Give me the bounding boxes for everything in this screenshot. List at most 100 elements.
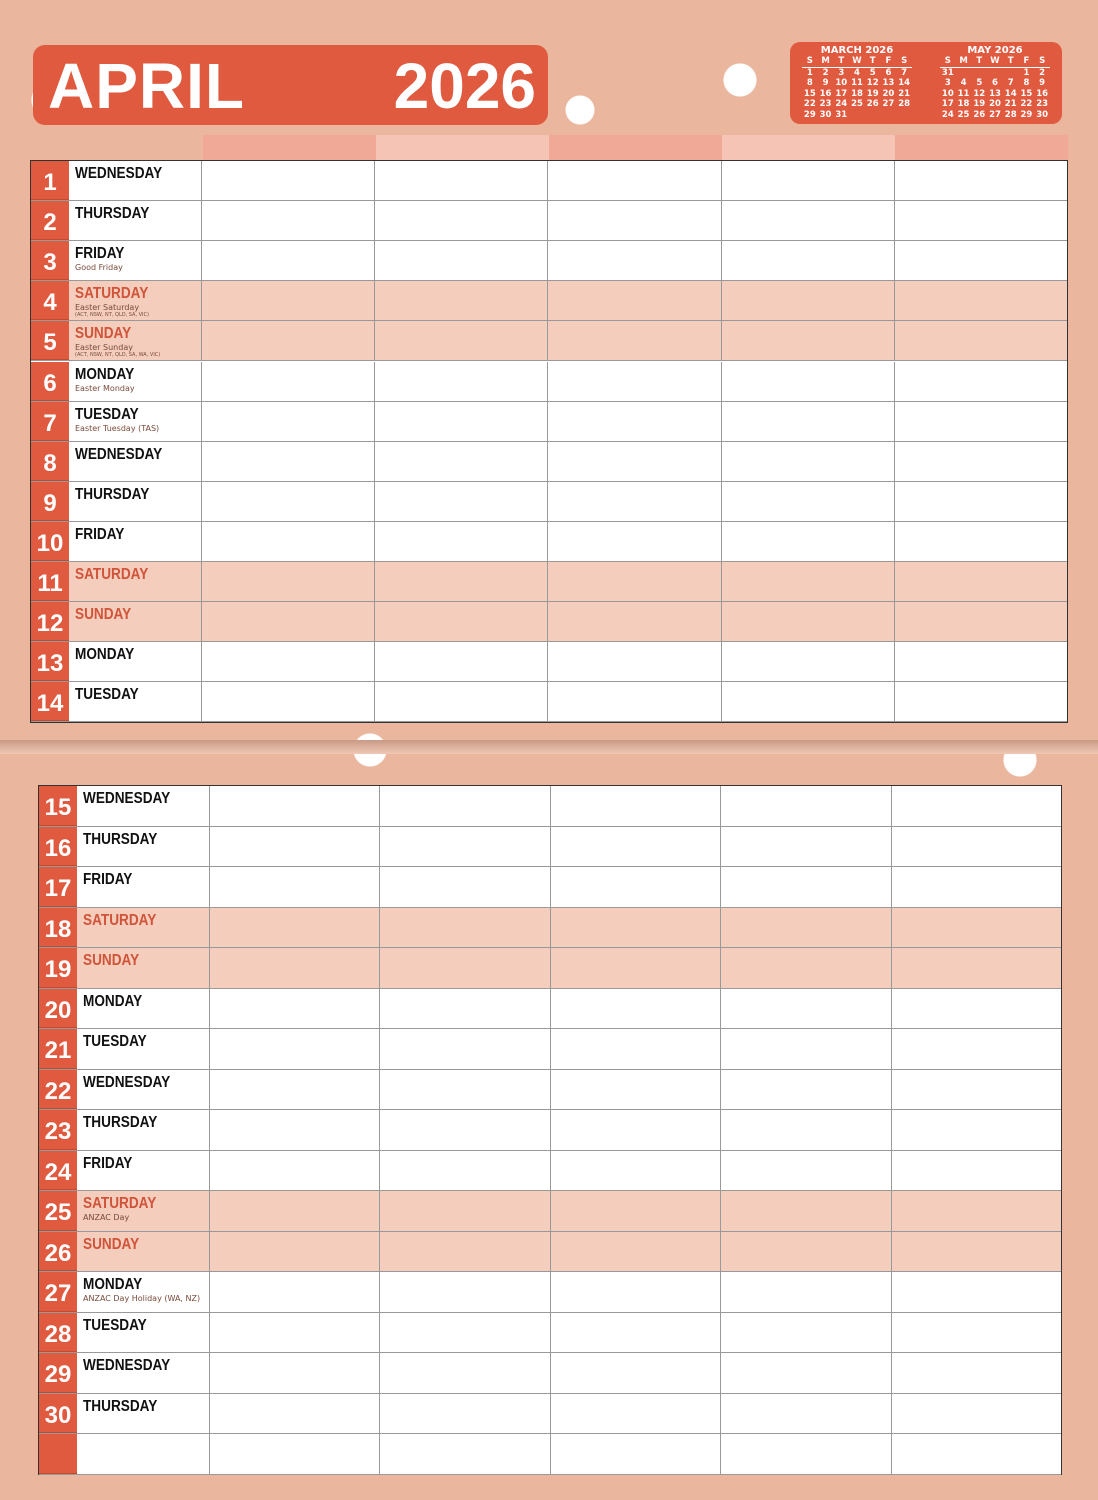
entry-cell[interactable]	[548, 602, 722, 642]
entry-cell[interactable]	[895, 602, 1067, 641]
entry-cell[interactable]	[892, 1110, 1061, 1150]
entry-cell[interactable]	[721, 1272, 892, 1312]
entry-cell[interactable]	[721, 907, 892, 947]
entry-cell[interactable]	[722, 201, 895, 241]
entry-cell[interactable]	[210, 1353, 381, 1393]
entry-cell[interactable]	[548, 281, 722, 321]
entry-cell[interactable]	[895, 642, 1067, 681]
entry-cell[interactable]	[551, 1353, 722, 1393]
entry-cell[interactable]	[721, 1110, 892, 1150]
entry-cell[interactable]	[721, 1312, 892, 1352]
entry-cell[interactable]	[210, 867, 381, 907]
entry-cell[interactable]	[380, 867, 551, 907]
entry-cell[interactable]	[210, 1110, 381, 1150]
entry-cell[interactable]	[722, 481, 895, 521]
entry-cell[interactable]	[202, 562, 376, 602]
entry-cell[interactable]	[380, 1191, 551, 1231]
entry-cell[interactable]	[210, 1069, 381, 1109]
entry-cell[interactable]	[722, 321, 895, 361]
entry-cell[interactable]	[202, 602, 376, 642]
entry-cell[interactable]	[892, 948, 1061, 988]
entry-cell[interactable]	[721, 1353, 892, 1393]
entry-cell[interactable]	[548, 441, 722, 481]
entry-cell[interactable]	[380, 1069, 551, 1109]
entry-cell[interactable]	[895, 442, 1067, 481]
entry-cell[interactable]	[548, 562, 722, 602]
entry-cell[interactable]	[210, 1191, 381, 1231]
entry-cell[interactable]	[202, 281, 376, 321]
entry-cell[interactable]	[722, 642, 895, 682]
entry-cell[interactable]	[210, 1231, 381, 1271]
entry-cell[interactable]	[375, 602, 549, 642]
entry-cell[interactable]	[375, 562, 549, 602]
entry-cell[interactable]	[202, 441, 376, 481]
entry-cell[interactable]	[202, 642, 376, 682]
entry-cell[interactable]	[551, 1069, 722, 1109]
entry-cell[interactable]	[210, 1393, 381, 1433]
entry-cell[interactable]	[551, 988, 722, 1028]
entry-cell[interactable]	[551, 826, 722, 866]
entry-cell[interactable]	[551, 1110, 722, 1150]
entry-cell[interactable]	[551, 867, 722, 907]
entry-cell[interactable]	[202, 521, 376, 561]
entry-cell[interactable]	[722, 161, 895, 201]
entry-cell[interactable]	[202, 682, 376, 722]
entry-cell[interactable]	[551, 1312, 722, 1352]
entry-cell[interactable]	[210, 948, 381, 988]
entry-cell[interactable]	[380, 907, 551, 947]
entry-cell[interactable]	[202, 161, 376, 201]
entry-cell[interactable]	[375, 481, 549, 521]
entry-cell[interactable]	[380, 1231, 551, 1271]
entry-cell[interactable]	[722, 241, 895, 281]
entry-cell[interactable]	[722, 602, 895, 642]
entry-cell[interactable]	[892, 1272, 1061, 1312]
entry-cell[interactable]	[892, 1151, 1061, 1191]
entry-cell[interactable]	[551, 948, 722, 988]
entry-cell[interactable]	[375, 201, 549, 241]
entry-cell[interactable]	[895, 362, 1067, 401]
entry-cell[interactable]	[380, 786, 551, 826]
entry-cell[interactable]	[721, 867, 892, 907]
entry-cell[interactable]	[210, 826, 381, 866]
entry-cell[interactable]	[721, 826, 892, 866]
entry-cell[interactable]	[210, 1434, 381, 1474]
entry-cell[interactable]	[548, 321, 722, 361]
entry-cell[interactable]	[722, 361, 895, 401]
entry-cell[interactable]	[375, 521, 549, 561]
entry-cell[interactable]	[375, 241, 549, 281]
entry-cell[interactable]	[892, 1394, 1061, 1434]
entry-cell[interactable]	[210, 1312, 381, 1352]
entry-cell[interactable]	[551, 1150, 722, 1190]
entry-cell[interactable]	[380, 1312, 551, 1352]
entry-cell[interactable]	[551, 1434, 722, 1474]
entry-cell[interactable]	[375, 642, 549, 682]
entry-cell[interactable]	[892, 1029, 1061, 1069]
entry-cell[interactable]	[892, 989, 1061, 1029]
entry-cell[interactable]	[210, 988, 381, 1028]
entry-cell[interactable]	[892, 1353, 1061, 1393]
entry-cell[interactable]	[892, 1313, 1061, 1353]
entry-cell[interactable]	[202, 241, 376, 281]
entry-cell[interactable]	[895, 482, 1067, 521]
entry-cell[interactable]	[375, 441, 549, 481]
entry-cell[interactable]	[548, 682, 722, 722]
entry-cell[interactable]	[548, 361, 722, 401]
entry-cell[interactable]	[202, 321, 376, 361]
entry-cell[interactable]	[892, 867, 1061, 907]
entry-cell[interactable]	[892, 1191, 1061, 1231]
entry-cell[interactable]	[380, 988, 551, 1028]
entry-cell[interactable]	[210, 1150, 381, 1190]
entry-cell[interactable]	[722, 441, 895, 481]
entry-cell[interactable]	[895, 562, 1067, 601]
entry-cell[interactable]	[551, 786, 722, 826]
entry-cell[interactable]	[210, 907, 381, 947]
entry-cell[interactable]	[721, 948, 892, 988]
entry-cell[interactable]	[721, 786, 892, 826]
entry-cell[interactable]	[892, 786, 1061, 826]
entry-cell[interactable]	[375, 361, 549, 401]
entry-cell[interactable]	[895, 281, 1067, 320]
entry-cell[interactable]	[548, 241, 722, 281]
entry-cell[interactable]	[375, 401, 549, 441]
entry-cell[interactable]	[380, 1393, 551, 1433]
entry-cell[interactable]	[548, 401, 722, 441]
